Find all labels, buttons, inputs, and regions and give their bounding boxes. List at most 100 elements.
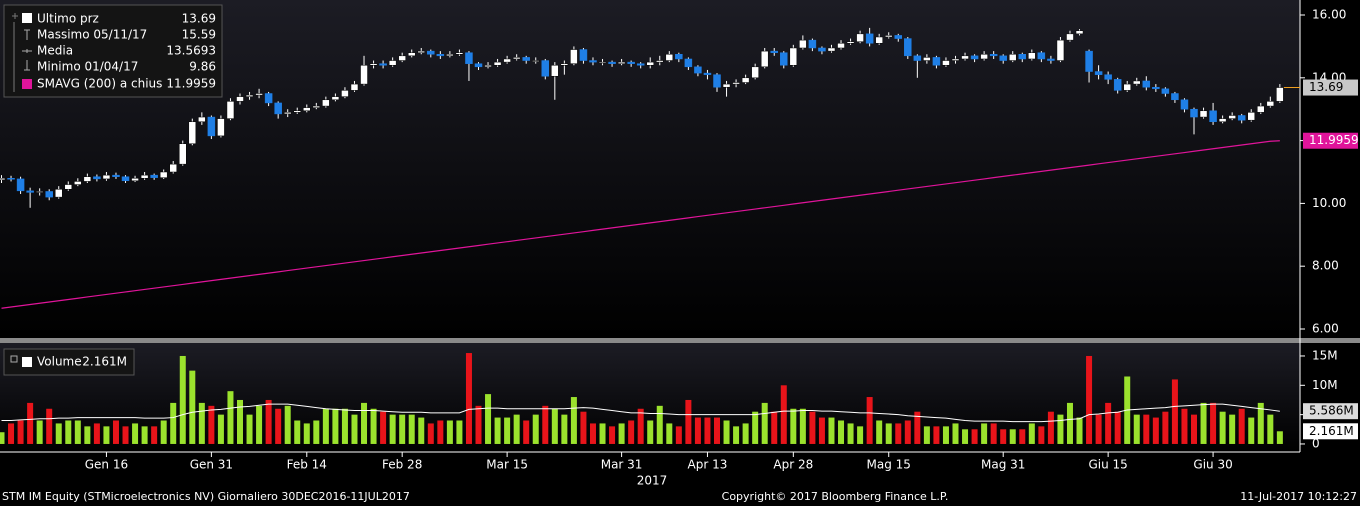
- volume-bar: [799, 408, 806, 444]
- volume-bar: [609, 426, 616, 444]
- volume-bar: [628, 420, 635, 444]
- candle-body: [1094, 71, 1103, 75]
- volume-bar: [952, 423, 959, 444]
- candle-body: [274, 102, 282, 115]
- candle-body: [656, 60, 664, 63]
- volume-bar: [694, 417, 701, 444]
- candle-body: [1247, 112, 1255, 121]
- legend-label: Minimo 01/04/17: [37, 60, 138, 74]
- candle-body: [780, 52, 788, 66]
- candle-body: [999, 55, 1007, 61]
- volume-bar: [437, 420, 444, 444]
- volume-bar: [189, 370, 196, 444]
- x-tick-label: Apr 28: [773, 458, 813, 472]
- candle-body: [560, 63, 569, 66]
- volume-bar: [151, 426, 158, 444]
- candle-body: [255, 93, 263, 96]
- candle-body: [703, 72, 712, 75]
- volume-bar: [1028, 423, 1035, 444]
- candle-body: [894, 35, 903, 39]
- candle-body: [808, 39, 817, 49]
- volume-bar: [370, 408, 377, 444]
- volume-bar: [981, 423, 988, 444]
- legend-value: 2.161M: [82, 355, 127, 369]
- volume-bar: [65, 420, 72, 444]
- candle-body: [713, 74, 721, 88]
- volume-bar: [275, 408, 282, 444]
- volume-bar: [675, 426, 682, 444]
- volume-bar: [141, 426, 148, 444]
- candle-body: [904, 38, 912, 57]
- candle-body: [7, 178, 15, 180]
- footer-right: 11-Jul-2017 10:12:27: [1240, 490, 1357, 503]
- candle-body: [131, 178, 139, 182]
- volume-bar: [1181, 408, 1188, 444]
- series-tag: 5.586M: [1309, 404, 1354, 418]
- volume-bar: [971, 429, 978, 444]
- volume-bar: [838, 420, 845, 444]
- volume-bar: [8, 423, 15, 444]
- volume-bar: [504, 417, 511, 444]
- candle-body: [1075, 30, 1084, 35]
- volume-bar: [570, 397, 577, 444]
- volume-bar: [1229, 414, 1236, 444]
- candle-body: [283, 112, 292, 115]
- volume-bar: [380, 411, 387, 444]
- legend-label: SMAVG (200) a chius: [37, 77, 162, 91]
- candle-body: [436, 54, 445, 57]
- volume-bar: [1076, 417, 1083, 444]
- volume-bar: [790, 408, 797, 444]
- candle-body: [331, 96, 340, 101]
- candle-body: [1266, 101, 1275, 107]
- volume-bar: [322, 408, 329, 444]
- volume-bar: [84, 426, 91, 444]
- x-tick-label: Giu 15: [1088, 458, 1127, 472]
- candle-body: [1047, 58, 1055, 61]
- legend-value: 9.86: [189, 60, 216, 74]
- legend-tree: [10, 355, 18, 363]
- volume-bar: [1200, 402, 1207, 444]
- candle-body: [913, 55, 922, 61]
- candle-body: [818, 47, 826, 52]
- footer-left: STM IM Equity (STMicroelectronics NV) Gi…: [2, 490, 410, 503]
- volume-bar: [27, 402, 34, 444]
- candle-body: [856, 33, 864, 42]
- volume-bar: [36, 420, 43, 444]
- volume-bar: [389, 414, 396, 444]
- candle-body: [589, 60, 597, 63]
- volume-bar: [1143, 414, 1150, 444]
- candle-body: [179, 143, 187, 165]
- candle-body: [1161, 88, 1170, 94]
- volume-bar: [914, 411, 921, 444]
- candle-body: [446, 54, 454, 57]
- volume-bar: [446, 420, 453, 444]
- volume-bar: [160, 420, 167, 444]
- candle-body: [751, 66, 759, 79]
- candle-body: [932, 57, 941, 66]
- candle-body: [427, 50, 435, 55]
- candle-body: [512, 57, 521, 60]
- volume-bar: [580, 411, 587, 444]
- candle-body: [198, 116, 206, 123]
- volume-bar: [93, 423, 100, 444]
- volume-bar: [427, 423, 434, 444]
- volume-bar: [1162, 411, 1169, 444]
- legend-icon: [22, 13, 32, 23]
- volume-bar: [494, 417, 501, 444]
- volume-bar: [103, 426, 110, 444]
- candle-body: [837, 43, 845, 49]
- x-tick-label: Mar 31: [601, 458, 643, 472]
- legend-value: 11.9959: [166, 77, 216, 91]
- legend-icon: [22, 49, 32, 53]
- marks: [0, 27, 1300, 444]
- candle-body: [570, 49, 578, 64]
- volume-bar: [647, 420, 654, 444]
- legend-label: Massimo 05/11/17: [37, 28, 147, 42]
- candle-body: [350, 83, 359, 91]
- candle-body: [112, 174, 120, 177]
- volume-bar: [17, 420, 24, 444]
- candle-body: [26, 190, 34, 193]
- volume-bar: [513, 414, 520, 444]
- candle-body: [0, 178, 6, 181]
